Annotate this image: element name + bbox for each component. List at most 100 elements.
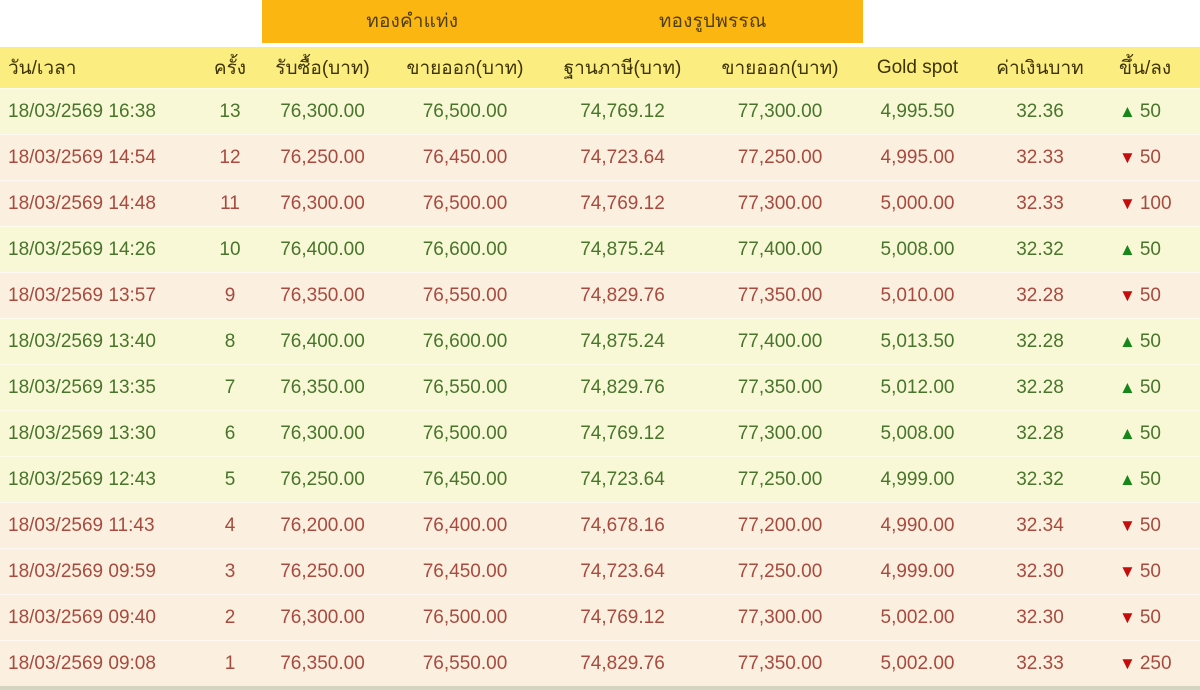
- table-row: 18/03/2569 14:48 11 76,300.00 76,500.00 …: [0, 180, 1200, 226]
- thb-rate-cell: 32.33: [1016, 652, 1064, 674]
- table-row: 18/03/2569 13:30 6 76,300.00 76,500.00 7…: [0, 410, 1200, 456]
- sell-ornament-cell: 77,300.00: [737, 422, 823, 444]
- sell-cell: 76,500.00: [422, 100, 508, 122]
- table-row: 18/03/2569 14:54 12 76,250.00 76,450.00 …: [0, 134, 1200, 180]
- change-value: 250: [1139, 652, 1172, 674]
- thb-rate-cell: 32.33: [1016, 146, 1064, 168]
- change-value: 50: [1139, 560, 1161, 582]
- table-row: 18/03/2569 12:43 5 76,250.00 76,450.00 7…: [0, 456, 1200, 502]
- gold-spot-cell: 5,002.00: [880, 606, 955, 628]
- change-value: 50: [1139, 284, 1161, 306]
- sell-ornament-cell: 77,350.00: [737, 652, 823, 674]
- round-cell: 13: [219, 100, 241, 122]
- table-row: 18/03/2569 13:57 9 76,350.00 76,550.00 7…: [0, 272, 1200, 318]
- gold-spot-cell: 4,999.00: [880, 468, 955, 490]
- column-header-tax-base: ฐานภาษี(บาท): [563, 57, 682, 79]
- buy-cell: 76,400.00: [280, 330, 365, 352]
- sell-cell: 76,550.00: [422, 376, 508, 398]
- change-cell: ▼ 50: [1105, 561, 1200, 583]
- datetime-cell: 18/03/2569 16:38: [8, 100, 156, 122]
- column-header-up-down: ขึ้น/ลง: [1119, 57, 1172, 79]
- tax-base-cell: 74,875.24: [580, 238, 665, 260]
- datetime-cell: 18/03/2569 13:57: [8, 284, 156, 306]
- gold-spot-cell: 5,012.00: [880, 376, 955, 398]
- change-value: 50: [1139, 146, 1161, 168]
- buy-cell: 76,250.00: [280, 468, 365, 490]
- change-cell: ▼ 50: [1105, 285, 1200, 307]
- sell-ornament-cell: 77,300.00: [737, 606, 823, 628]
- table-row: 18/03/2569 09:08 1 76,350.00 76,550.00 7…: [0, 640, 1200, 686]
- thb-rate-cell: 32.28: [1016, 330, 1064, 352]
- buy-cell: 76,300.00: [280, 606, 365, 628]
- change-cell: ▲ 50: [1105, 377, 1200, 399]
- round-cell: 4: [224, 514, 236, 536]
- sell-cell: 76,600.00: [422, 330, 508, 352]
- datetime-cell: 18/03/2569 13:35: [8, 376, 156, 398]
- change-value: 50: [1139, 422, 1161, 444]
- buy-cell: 76,250.00: [280, 560, 365, 582]
- table-row: 18/03/2569 09:59 3 76,250.00 76,450.00 7…: [0, 548, 1200, 594]
- tax-base-cell: 74,678.16: [580, 514, 665, 536]
- sell-cell: 76,500.00: [422, 606, 508, 628]
- table-row: 18/03/2569 11:43 4 76,200.00 76,400.00 7…: [0, 502, 1200, 548]
- sell-ornament-cell: 77,200.00: [737, 514, 823, 536]
- gold-bar-group-label: ทองคำแท่ง: [366, 11, 459, 32]
- table-header-row: วัน/เวลา ครั้ง รับซื้อ(บาท) ขายออก(บาท) …: [0, 47, 1200, 88]
- round-cell: 3: [224, 560, 236, 582]
- datetime-cell: 18/03/2569 12:43: [8, 468, 156, 490]
- datetime-cell: 18/03/2569 09:40: [8, 606, 156, 628]
- round-cell: 8: [224, 330, 236, 352]
- sell-cell: 76,550.00: [422, 652, 508, 674]
- gold-spot-cell: 5,008.00: [880, 422, 955, 444]
- thb-rate-cell: 32.32: [1016, 238, 1064, 260]
- tax-base-cell: 74,723.64: [580, 146, 665, 168]
- gold-spot-cell: 4,995.50: [880, 100, 955, 122]
- gold-spot-cell: 4,999.00: [880, 560, 955, 582]
- table-row: 18/03/2569 13:35 7 76,350.00 76,550.00 7…: [0, 364, 1200, 410]
- sell-cell: 76,500.00: [422, 422, 508, 444]
- change-cell: ▲ 50: [1105, 101, 1200, 123]
- change-cell: ▲ 50: [1105, 469, 1200, 491]
- datetime-cell: 18/03/2569 14:26: [8, 238, 156, 260]
- tax-base-cell: 74,769.12: [580, 192, 665, 214]
- datetime-cell: 18/03/2569 14:48: [8, 192, 156, 214]
- round-cell: 6: [224, 422, 236, 444]
- buy-cell: 76,350.00: [280, 376, 365, 398]
- change-cell: ▲ 50: [1105, 331, 1200, 353]
- up-arrow-icon: ▲: [1119, 332, 1136, 351]
- gold-spot-cell: 5,010.00: [880, 284, 955, 306]
- gold-spot-cell: 5,002.00: [880, 652, 955, 674]
- change-value: 50: [1139, 468, 1161, 490]
- gold-type-banner: ทองคำแท่ง ทองรูปพรรณ: [262, 0, 863, 43]
- thb-rate-cell: 32.28: [1016, 422, 1064, 444]
- sell-cell: 76,450.00: [422, 560, 508, 582]
- sell-cell: 76,400.00: [422, 514, 508, 536]
- column-header-gold-spot: Gold spot: [876, 56, 959, 78]
- gold-spot-cell: 5,008.00: [880, 238, 955, 260]
- sell-ornament-cell: 77,400.00: [737, 238, 823, 260]
- thb-rate-cell: 32.28: [1016, 284, 1064, 306]
- table-body: 18/03/2569 16:38 13 76,300.00 76,500.00 …: [0, 88, 1200, 686]
- sell-cell: 76,500.00: [422, 192, 508, 214]
- up-arrow-icon: ▲: [1119, 470, 1136, 489]
- table-row: 18/03/2569 13:40 8 76,400.00 76,600.00 7…: [0, 318, 1200, 364]
- change-cell: ▼ 50: [1105, 515, 1200, 537]
- buy-cell: 76,200.00: [280, 514, 365, 536]
- sell-cell: 76,550.00: [422, 284, 508, 306]
- datetime-cell: 18/03/2569 11:43: [8, 514, 155, 536]
- sell-ornament-cell: 77,400.00: [737, 330, 823, 352]
- datetime-cell: 18/03/2569 13:40: [8, 330, 156, 352]
- sell-ornament-cell: 77,250.00: [737, 146, 823, 168]
- down-arrow-icon: ▼: [1119, 286, 1136, 305]
- down-arrow-icon: ▼: [1119, 608, 1136, 627]
- bottom-edge-divider: [0, 686, 1200, 690]
- tax-base-cell: 74,829.76: [580, 284, 665, 306]
- up-arrow-icon: ▲: [1119, 378, 1136, 397]
- column-header-thb-rate: ค่าเงินบาท: [996, 57, 1084, 79]
- change-cell: ▲ 50: [1105, 239, 1200, 261]
- table-row: 18/03/2569 14:26 10 76,400.00 76,600.00 …: [0, 226, 1200, 272]
- change-value: 100: [1139, 192, 1172, 214]
- down-arrow-icon: ▼: [1119, 562, 1136, 581]
- column-header-sell-ornament: ขายออก(บาท): [721, 57, 839, 79]
